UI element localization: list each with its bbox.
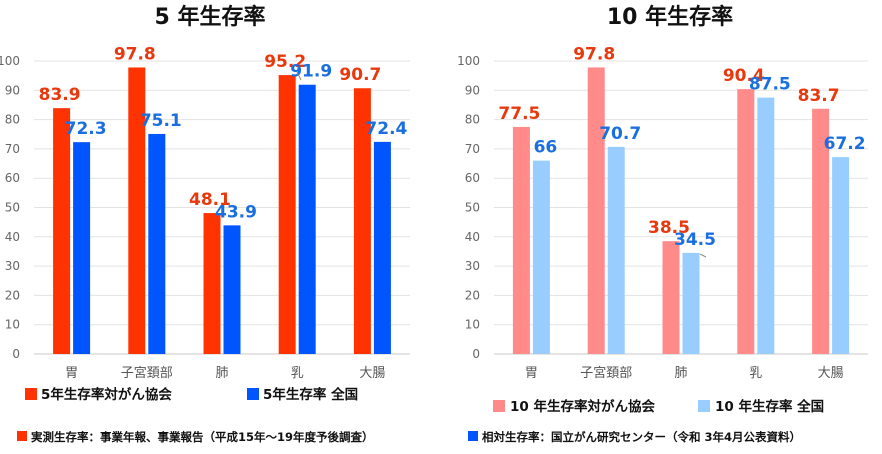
x-category-label: 子宮頚部 — [121, 365, 173, 381]
bar — [812, 108, 830, 354]
y-tick-label: 60 — [5, 171, 20, 185]
y-tick-label: 0 — [12, 347, 20, 361]
callout-line — [296, 71, 302, 81]
legend-swatch — [698, 400, 710, 412]
data-label: 87.5 — [749, 75, 791, 95]
data-label: 70.7 — [599, 124, 641, 144]
data-label: 83.7 — [798, 86, 840, 106]
bar — [298, 84, 316, 354]
x-category-label: 肺 — [674, 366, 687, 381]
bar — [73, 142, 91, 354]
note-marker — [17, 431, 27, 441]
y-tick-label: 80 — [465, 113, 480, 127]
x-category-label: 胃 — [525, 366, 538, 381]
y-tick-label: 0 — [472, 347, 480, 361]
x-category-label: 肺 — [215, 366, 228, 381]
data-label: 83.9 — [39, 85, 81, 105]
data-label: 34.5 — [674, 230, 716, 250]
bar — [512, 126, 530, 354]
data-label: 48.1 — [189, 190, 231, 210]
legend-label: 5年生存率対がん協会 — [41, 386, 172, 403]
bar — [607, 146, 625, 354]
y-tick-label: 70 — [465, 142, 480, 156]
y-tick-label: 30 — [465, 259, 480, 273]
bar — [53, 108, 71, 354]
y-tick-label: 90 — [5, 83, 20, 97]
x-category-label: 大腸 — [818, 366, 844, 381]
y-tick-label: 20 — [465, 288, 480, 302]
legend-label: 10 年生存率 全国 — [715, 398, 824, 415]
bar — [662, 241, 680, 354]
data-label: 72.3 — [65, 119, 107, 139]
legend-swatch — [25, 388, 37, 400]
data-label: 95.2 — [264, 52, 306, 72]
bar — [373, 141, 391, 354]
x-category-label: 乳 — [749, 366, 762, 381]
y-tick-label: 40 — [5, 230, 20, 244]
chart-title: 5 年生存率 — [155, 4, 266, 30]
y-tick-label: 30 — [5, 259, 20, 273]
x-category-label: 胃 — [65, 366, 78, 381]
bar — [587, 67, 605, 355]
data-label: 91.9 — [290, 62, 332, 82]
data-label: 38.5 — [648, 218, 690, 238]
bar — [223, 225, 241, 354]
x-category-label: 大腸 — [359, 366, 385, 381]
data-label: 72.4 — [365, 119, 407, 139]
y-tick-label: 60 — [465, 171, 480, 185]
legend-label: 5年生存率 全国 — [263, 386, 358, 403]
data-label: 43.9 — [215, 202, 257, 222]
y-tick-label: 50 — [465, 201, 480, 215]
y-tick-label: 70 — [5, 142, 20, 156]
chart-1: 5 年生存率 0 10 20 30 40 50 60 70 80 90 100 胃 83.9 72.3 子宮頚… — [0, 4, 410, 444]
bar — [203, 213, 221, 354]
y-tick-label: 10 — [5, 318, 20, 332]
legend-swatch — [247, 388, 259, 400]
y-tick-label: 100 — [0, 54, 20, 68]
legend-label: 10 年生存率対がん協会 — [510, 398, 655, 415]
data-label: 66 — [534, 138, 558, 158]
bar — [532, 160, 550, 354]
bar — [757, 97, 775, 354]
callout-line — [699, 253, 707, 258]
data-label: 97.8 — [114, 44, 156, 64]
source-note: 相対生存率：国立がん研究センター（令和 3年4月公表資料） — [482, 430, 801, 444]
y-tick-label: 10 — [465, 318, 480, 332]
y-tick-label: 80 — [5, 113, 20, 127]
y-tick-label: 20 — [5, 288, 20, 302]
x-category-label: 乳 — [291, 366, 304, 381]
data-label: 90.7 — [339, 65, 381, 85]
legend-swatch — [493, 400, 505, 412]
y-tick-label: 90 — [465, 83, 480, 97]
bar — [682, 252, 700, 354]
x-category-label: 子宮頚部 — [580, 365, 632, 381]
data-label: 97.8 — [573, 44, 615, 64]
note-marker — [468, 431, 478, 441]
bar — [148, 133, 166, 354]
bar — [832, 157, 850, 354]
data-label: 75.1 — [140, 111, 182, 131]
data-label: 67.2 — [824, 134, 866, 154]
y-tick-label: 50 — [5, 201, 20, 215]
data-label: 77.5 — [498, 104, 540, 124]
chart-2: 10 年生存率 0 10 20 30 40 50 60 70 80 90 100 胃 77.5 66 子宮頚部… — [457, 4, 868, 444]
y-tick-label: 40 — [465, 230, 480, 244]
bar — [278, 75, 296, 355]
y-tick-label: 100 — [457, 54, 480, 68]
chart-title: 10 年生存率 — [607, 4, 733, 30]
bar — [128, 67, 146, 355]
data-label: 90.4 — [723, 66, 765, 86]
source-note: 実測生存率：事業年報、事業報告（平成15年～19年度予後調査） — [31, 430, 374, 444]
bar — [353, 88, 371, 355]
bar — [737, 89, 755, 355]
